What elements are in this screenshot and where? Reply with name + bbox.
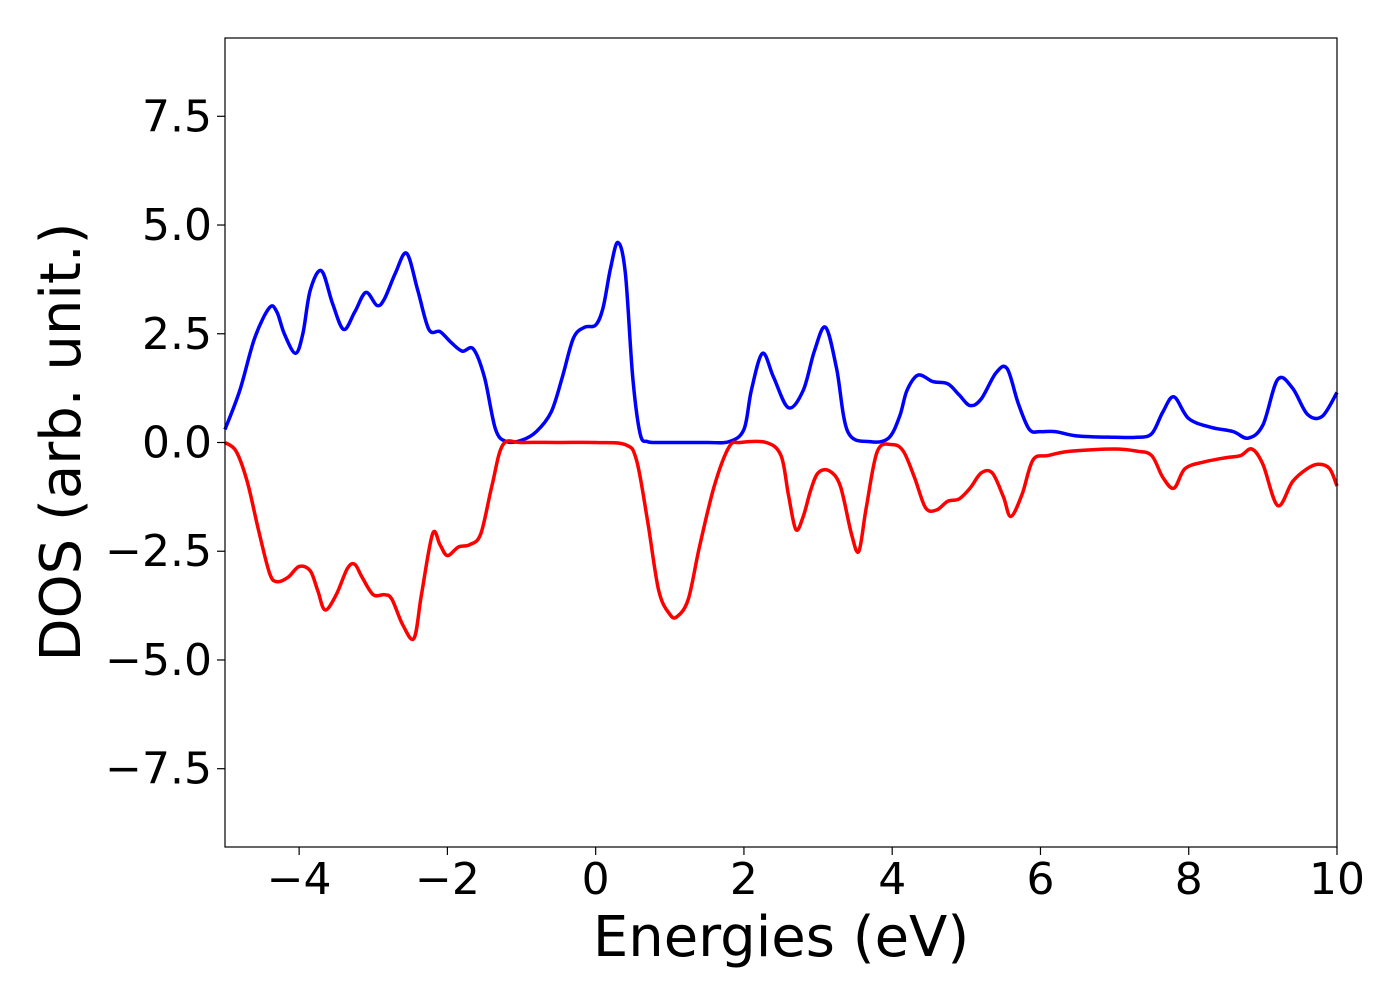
x-tick-label: −2 [415, 854, 480, 905]
x-axis-label: Energies (eV) [593, 905, 969, 970]
plot-frame [224, 37, 1338, 848]
x-tick-label: 4 [878, 854, 906, 905]
y-axis-label: DOS (arb. unit.) [29, 222, 94, 661]
y-tick-label: 5.0 [142, 200, 212, 251]
y-tick-label: 7.5 [142, 91, 212, 142]
y-tick-label: 0.0 [142, 418, 212, 469]
x-tick-label: −4 [267, 854, 332, 905]
x-tick-label: 6 [1026, 854, 1054, 905]
series-line-red [223, 439, 1339, 642]
x-tick-label: 0 [582, 854, 610, 905]
x-tick-label: 8 [1175, 854, 1203, 905]
series-line-blue [223, 240, 1339, 445]
series-layer [223, 240, 1339, 642]
y-axis-ticks: 7.5 5.0 2.5 0.0 −2.5 −5.0 −7.5 [105, 91, 225, 795]
y-tick-label: −5.0 [105, 635, 212, 686]
y-tick-label: 2.5 [142, 309, 212, 360]
x-tick-label: 10 [1309, 854, 1365, 905]
y-tick-label: −7.5 [105, 744, 212, 795]
x-axis-ticks: −4 −2 0 2 4 6 8 10 [267, 847, 1365, 905]
x-tick-label: 2 [730, 854, 758, 905]
y-tick-label: −2.5 [105, 526, 212, 577]
